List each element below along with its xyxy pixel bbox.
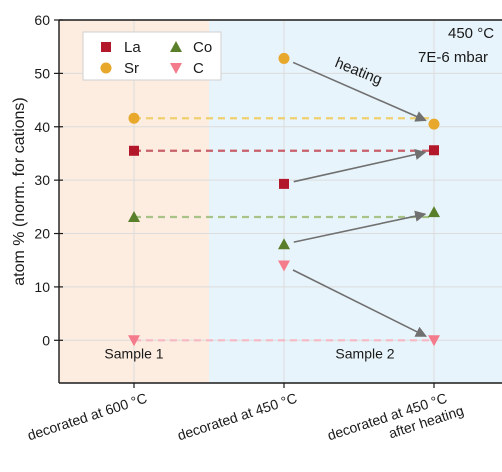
heating-arrow bbox=[292, 269, 427, 337]
legend-label-c: C bbox=[193, 60, 204, 77]
condition-temperature: 450 °C bbox=[448, 25, 494, 42]
y-tick-label: 50 bbox=[34, 65, 50, 81]
heating-arrow bbox=[293, 148, 427, 183]
point-la bbox=[129, 145, 139, 156]
legend-marker-c bbox=[170, 63, 182, 74]
heating-arrows bbox=[292, 61, 427, 337]
heating-arrow bbox=[293, 210, 427, 243]
legend-label-co: Co bbox=[193, 39, 212, 56]
point-c bbox=[128, 335, 140, 347]
sample-label: Sample 1 bbox=[104, 345, 163, 361]
condition-pressure: 7E-6 mbar bbox=[418, 49, 488, 66]
y-tick-label: 0 bbox=[42, 332, 50, 348]
x-category-label-group: decorated at 600 °C bbox=[25, 390, 149, 444]
x-category-label: decorated at 600 °C bbox=[25, 390, 149, 444]
y-tick-label: 60 bbox=[34, 12, 50, 28]
point-co bbox=[278, 238, 290, 250]
legend-label-la: La bbox=[124, 39, 141, 56]
y-tick-label: 20 bbox=[34, 226, 50, 242]
point-co bbox=[428, 206, 440, 218]
reference-lines bbox=[134, 117, 434, 342]
legend: La Sr Co C bbox=[82, 31, 222, 81]
y-tick-label: 40 bbox=[34, 119, 50, 135]
x-category-label: decorated at 450 °C bbox=[175, 390, 299, 444]
point-la bbox=[279, 178, 289, 189]
y-tick-label: 30 bbox=[34, 172, 50, 188]
point-co bbox=[128, 210, 140, 222]
legend-label-sr: Sr bbox=[124, 60, 139, 77]
point-sr bbox=[128, 112, 140, 124]
data-points bbox=[128, 52, 440, 347]
axes bbox=[54, 19, 502, 388]
legend-marker-co bbox=[170, 41, 182, 52]
point-la bbox=[429, 145, 439, 156]
legend-marker-la bbox=[101, 42, 111, 52]
point-c bbox=[278, 260, 290, 272]
point-sr bbox=[428, 118, 440, 130]
y-axis-title: atom % (norm. for cations) bbox=[11, 97, 28, 286]
heating-arrow bbox=[292, 61, 427, 122]
point-c bbox=[428, 335, 440, 347]
x-category-label-group: decorated at 450 °C bbox=[175, 390, 299, 444]
legend-marker-sr bbox=[100, 62, 112, 74]
point-sr bbox=[278, 52, 290, 64]
y-tick-label: 10 bbox=[34, 279, 50, 295]
region-sample-2 bbox=[209, 20, 502, 383]
sample-label: Sample 2 bbox=[335, 345, 394, 361]
